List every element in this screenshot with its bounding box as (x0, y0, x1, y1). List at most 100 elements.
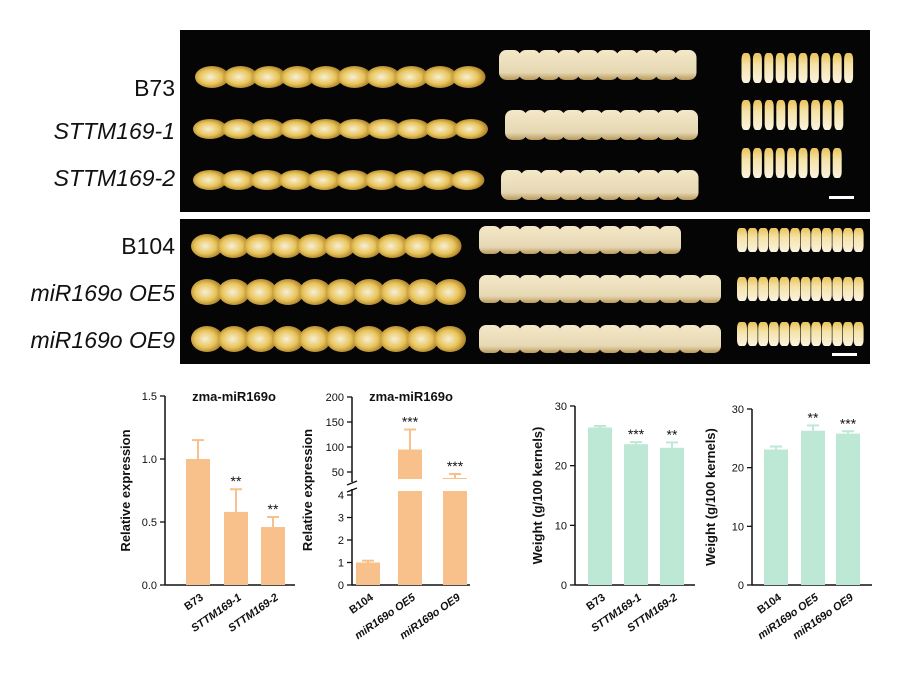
sttm2-side-kernel (520, 170, 543, 200)
oe5-end-kernel (758, 277, 769, 301)
bar (660, 447, 684, 585)
b73-end-kernel (787, 53, 797, 83)
sttm2-end-kernel (821, 148, 831, 178)
bar (224, 511, 248, 585)
b73-end-kernel (844, 53, 854, 83)
oe5-side-kernel (579, 275, 601, 303)
b104-face-kernel (217, 234, 250, 258)
oe5-side-kernel (479, 275, 501, 303)
y-axis-label: Relative expression (118, 429, 133, 551)
axis-break-mark (346, 487, 358, 493)
significance-label: *** (447, 458, 464, 474)
oe9-end-kernel (800, 322, 811, 346)
sttm2-side-kernel (501, 170, 523, 200)
b73-face-kernel (451, 66, 486, 88)
b104-end-kernel (800, 228, 811, 252)
y-tick-label: 0.5 (142, 517, 157, 529)
sttm1-face-kernel (251, 119, 285, 139)
oe9-side-kernel (539, 325, 561, 353)
y-tick-label: 0 (338, 580, 344, 592)
b104-side-kernel (519, 226, 541, 254)
y-tick-label: 0 (738, 580, 744, 592)
y-tick-label: 30 (555, 401, 567, 413)
b73-side-kernel (499, 50, 521, 80)
y-tick-label: 1.5 (142, 391, 157, 403)
y-tick-label: 2 (338, 535, 344, 547)
y-axis-label: Relative expression (300, 429, 315, 551)
oe5-face-kernel (272, 279, 304, 305)
oe5-face-kernel (434, 279, 466, 305)
y-tick-label: 20 (732, 463, 744, 475)
category-label: B73 (182, 592, 205, 613)
oe9-end-kernel (853, 322, 864, 346)
oe9-side-kernel (639, 325, 661, 353)
sttm1-side-kernel (619, 110, 641, 140)
sttm1-face-kernel (338, 119, 372, 139)
sttm1-side-kernel (505, 110, 527, 140)
y-axis-label: Weight (g/100 kernels) (530, 427, 545, 565)
significance-label: ** (808, 409, 819, 425)
sttm1-end-kernel (776, 100, 786, 130)
b104-side-kernel (479, 226, 501, 254)
oe5-end-kernel (821, 277, 832, 301)
sttm1-side-kernel (676, 110, 698, 140)
b104-side-kernel (659, 226, 681, 254)
b104-face-kernel (297, 234, 329, 258)
b104-end-kernel (758, 228, 769, 252)
b73-end-kernel (809, 53, 819, 83)
oe9-end-kernel (747, 322, 758, 346)
b104-face-kernel (270, 234, 303, 258)
b73-face-kernel (394, 66, 429, 88)
sttm2-end-kernel (764, 148, 774, 178)
chart-title: zma-miR169o (192, 389, 276, 404)
sttm1-side-kernel (638, 110, 660, 140)
b104-end-kernel (843, 228, 853, 252)
sttm1-side-kernel (657, 110, 679, 140)
oe5-face-kernel (299, 279, 331, 305)
category-label: B73 (584, 592, 607, 613)
bar (624, 444, 648, 585)
b73-side-kernel (518, 50, 541, 80)
oe9-end-kernel (758, 322, 769, 346)
oe5-face-kernel (191, 279, 223, 305)
oe5-face-kernel (407, 279, 439, 305)
sttm2-end-kernel (741, 148, 751, 178)
significance-label: *** (402, 414, 419, 430)
b73-end-kernel (798, 53, 808, 83)
b104-side-kernel (539, 226, 561, 254)
sttm1-face-kernel (396, 119, 430, 139)
oe5-end-kernel (832, 277, 843, 301)
y-tick-label: 1.0 (142, 454, 157, 466)
sttm2-side-kernel (559, 170, 582, 200)
oe9-end-kernel (811, 322, 822, 346)
sttm1-face-kernel (454, 119, 488, 139)
sttm1-side-kernel (581, 110, 603, 140)
bar (801, 430, 825, 585)
oe5-face-kernel (245, 279, 277, 305)
oe9-side-kernel (599, 325, 621, 353)
bar (836, 433, 860, 585)
oe9-face-kernel (245, 326, 277, 352)
row-label-b73: B73 (134, 75, 175, 101)
b104-face-kernel (376, 234, 409, 258)
sttm2-face-kernel (193, 170, 227, 190)
sttm1-side-kernel (562, 110, 584, 140)
oe5-face-kernel (353, 279, 385, 305)
oe5-end-kernel (768, 277, 779, 301)
b104-face-kernel (350, 234, 382, 258)
sttm2-face-kernel (336, 170, 370, 190)
sttm2-face-kernel (393, 170, 428, 190)
b73-side-kernel (577, 50, 599, 80)
oe5-side-kernel (599, 275, 621, 303)
sttm2-side-kernel (657, 170, 679, 200)
b104-face-kernel (403, 234, 435, 258)
y-tick-label: 30 (732, 404, 744, 416)
b104-end-kernel (768, 228, 779, 252)
oe9-end-kernel (737, 322, 747, 346)
oe9-side-kernel (619, 325, 641, 353)
sttm2-side-kernel (676, 170, 699, 200)
sttm1-face-kernel (193, 119, 227, 139)
oe9-face-kernel (407, 326, 439, 352)
b73-face-kernel (337, 66, 372, 88)
row-label-oe9: miR169o OE9 (30, 327, 175, 353)
